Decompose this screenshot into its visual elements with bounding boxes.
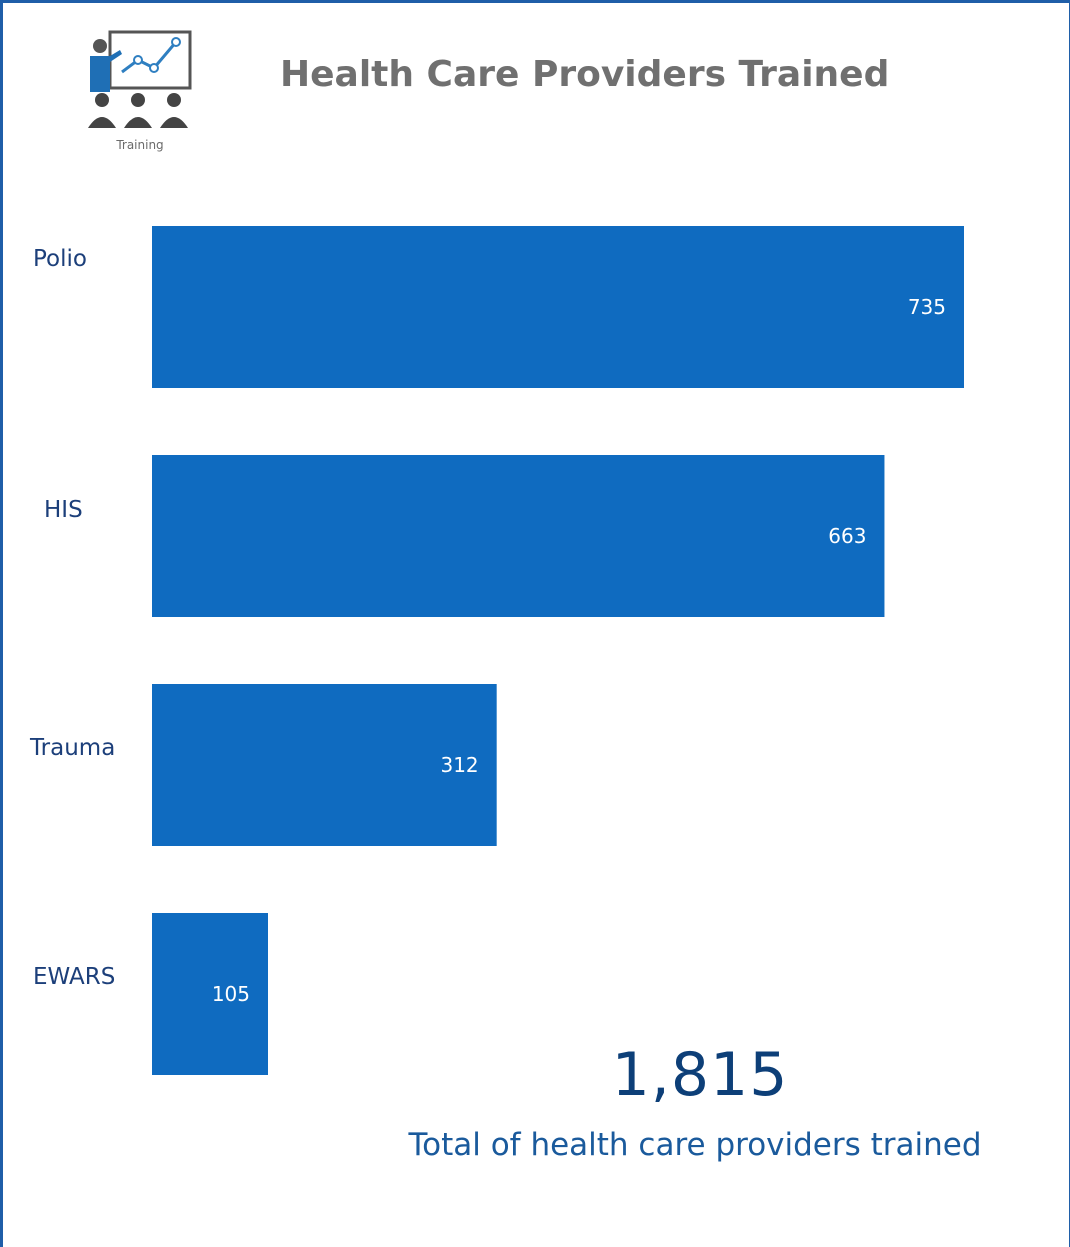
- total-caption: Total of health care providers trained: [408, 1127, 982, 1163]
- page-title: Health Care Providers Trained: [280, 54, 890, 95]
- value-label-trauma: 312: [440, 753, 478, 777]
- category-label-polio: Polio: [33, 246, 87, 272]
- category-label-trauma: Trauma: [29, 735, 115, 761]
- bar-polio: [152, 226, 964, 388]
- category-label-ewars: EWARS: [33, 964, 115, 990]
- value-label-ewars: 105: [212, 982, 250, 1006]
- total-value: 1,815: [611, 1040, 789, 1110]
- bar-ewars: [152, 913, 268, 1075]
- category-label-his: HIS: [44, 497, 83, 523]
- value-label-his: 663: [828, 524, 866, 548]
- bar-his: [152, 455, 885, 617]
- training-presentation-icon: [80, 28, 200, 158]
- value-label-polio: 735: [908, 295, 946, 319]
- bar-trauma: [152, 684, 497, 846]
- logo-caption: Training: [116, 138, 164, 152]
